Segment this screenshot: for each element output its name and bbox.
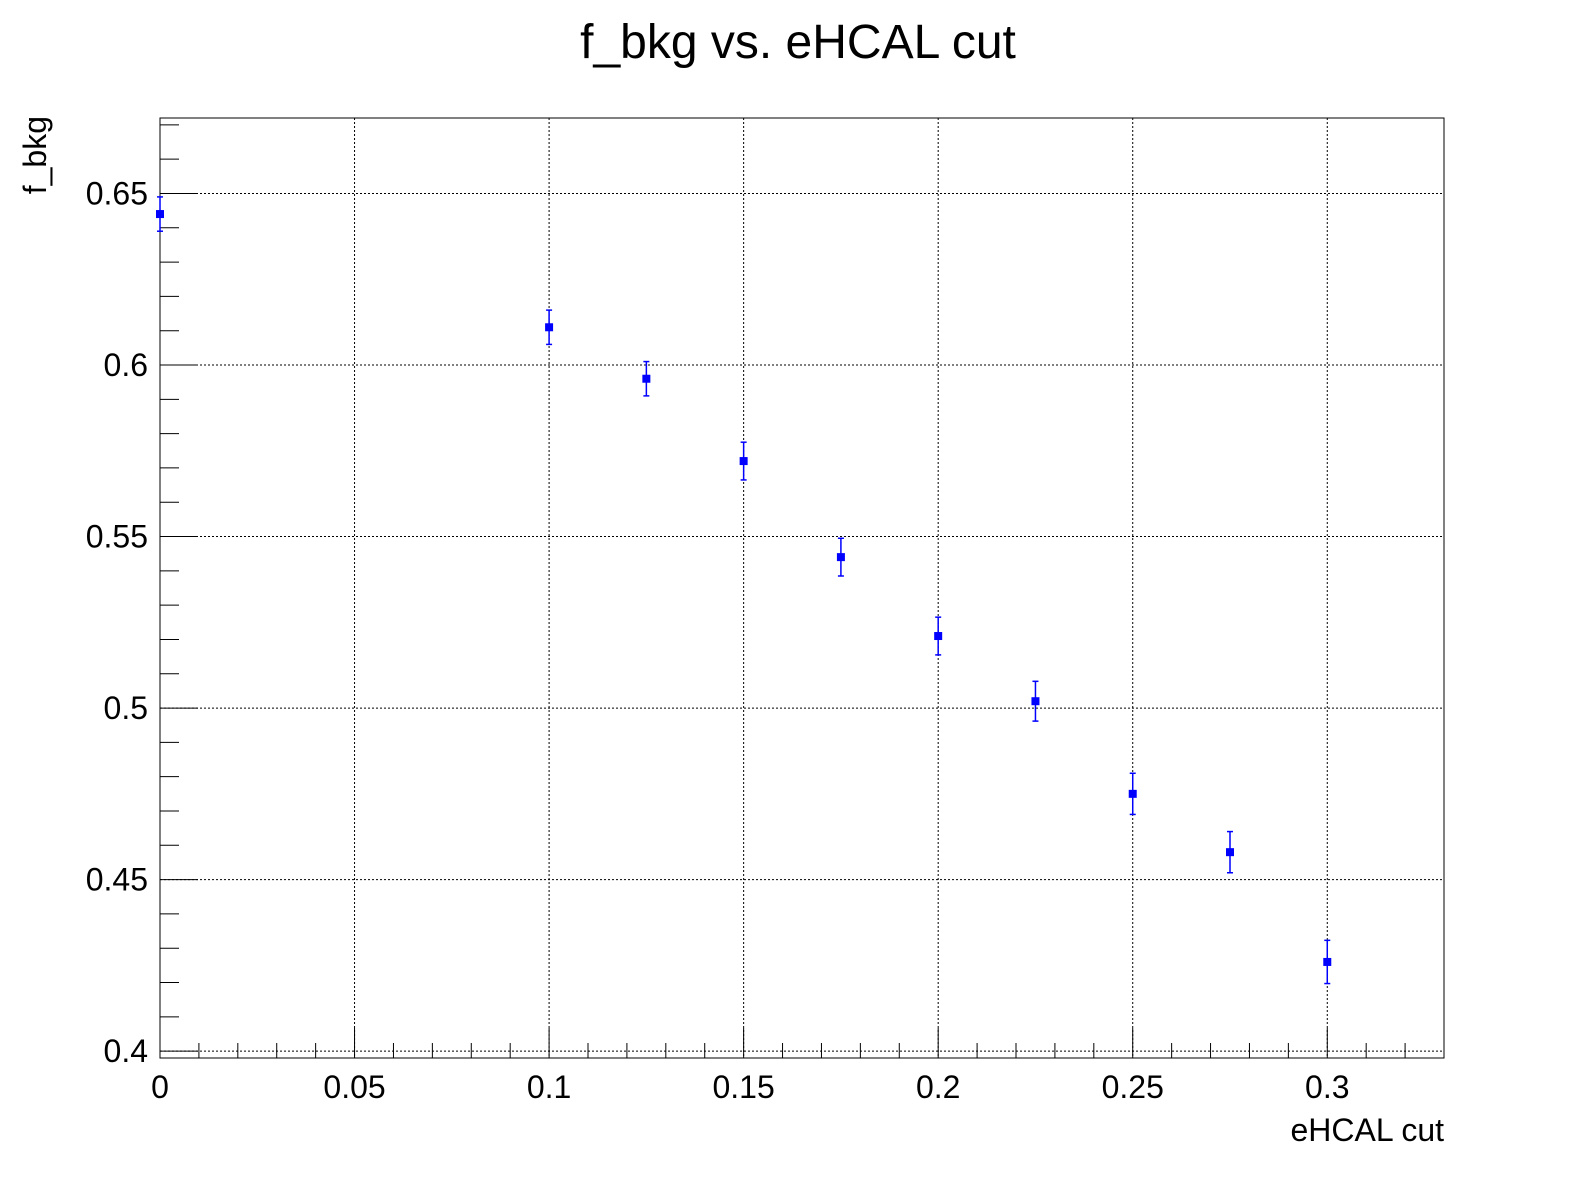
point-marker <box>156 210 164 219</box>
point-marker <box>1031 697 1040 706</box>
y-tick-label: 0.4 <box>104 1033 148 1069</box>
point-marker <box>1226 848 1234 857</box>
point-marker <box>1128 789 1137 798</box>
point-marker <box>739 457 748 466</box>
x-tick-label: 0.3 <box>1305 1069 1349 1105</box>
data-point <box>642 360 651 397</box>
x-tick-label: 0.25 <box>1102 1069 1164 1105</box>
data-point <box>739 441 748 481</box>
y-tick-label: 0.6 <box>104 347 148 383</box>
data-point <box>545 309 554 346</box>
x-axis-label: eHCAL cut <box>1290 1112 1444 1148</box>
point-marker <box>642 374 651 383</box>
y-tick-label: 0.5 <box>104 690 148 726</box>
x-tick-label: 0.2 <box>916 1069 960 1105</box>
y-tick-label: 0.55 <box>86 519 148 555</box>
grid <box>159 118 1444 1058</box>
y-axis-label: f_bkg <box>17 116 53 194</box>
x-tick-label: 0 <box>151 1069 169 1105</box>
data-point <box>156 196 164 232</box>
data-point <box>1226 830 1234 874</box>
point-marker <box>836 553 845 562</box>
y-tick-label: 0.45 <box>86 862 148 898</box>
point-marker <box>934 632 943 641</box>
x-tick-label: 0.1 <box>527 1069 571 1105</box>
chart-title: f_bkg vs. eHCAL cut <box>580 16 1016 69</box>
data-point <box>1128 772 1137 816</box>
y-tick-label: 0.65 <box>86 175 148 211</box>
data-point <box>836 537 845 577</box>
x-tick-label: 0.15 <box>712 1069 774 1105</box>
data-point <box>1323 939 1332 985</box>
data-point <box>1031 680 1040 722</box>
plot-frame <box>159 117 1445 1059</box>
axes: 0 0.05 0.1 0.15 0.2 0.25 0.3 0.4 0.45 0.5 0.55 0.6 0… <box>86 117 1445 1105</box>
x-tick-label: 0.05 <box>323 1069 385 1105</box>
data-series <box>156 196 1332 985</box>
point-marker <box>545 323 554 332</box>
data-point <box>934 616 943 656</box>
point-marker <box>1323 957 1332 966</box>
